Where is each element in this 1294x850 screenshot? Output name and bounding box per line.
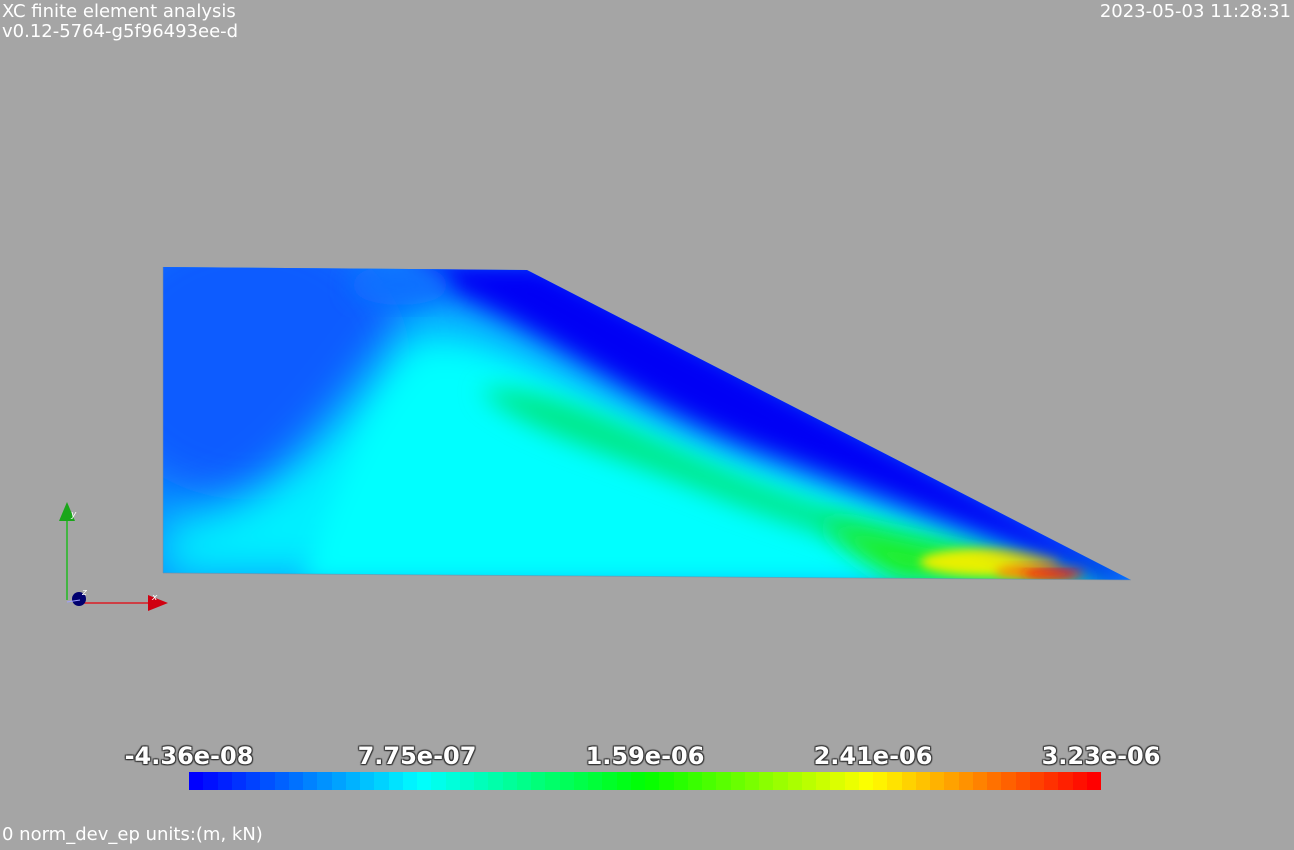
scalar-bar-swatch xyxy=(274,772,289,790)
scalar-bar-swatch xyxy=(801,772,816,790)
result-caption: 0 norm_dev_ep units:(m, kN) xyxy=(2,824,263,845)
scalar-bar-swatch xyxy=(630,772,645,790)
scalar-bar-swatch xyxy=(616,772,631,790)
scalar-bar-swatch xyxy=(303,772,318,790)
scalar-bar-swatch xyxy=(388,772,403,790)
scalar-bar-swatch xyxy=(930,772,945,790)
scalar-bar-swatch xyxy=(189,772,204,790)
x-axis-arrow-icon xyxy=(148,595,168,611)
scalar-bar-swatch xyxy=(673,772,688,790)
orientation-axes: y x z xyxy=(59,502,168,611)
scalar-bar-swatch xyxy=(787,772,802,790)
scalar-bar-label-4: 2.41e-06 xyxy=(813,742,933,770)
scalar-bar-swatch xyxy=(217,772,232,790)
y-axis-label: y xyxy=(70,510,77,520)
scalar-bar-swatch xyxy=(830,772,845,790)
scalar-bar-swatch xyxy=(887,772,902,790)
scalar-bar-swatch xyxy=(246,772,261,790)
scalar-bar-swatch xyxy=(858,772,873,790)
scalar-bar-swatch xyxy=(288,772,303,790)
scalar-bar-swatch xyxy=(345,772,360,790)
scalar-bar-swatch xyxy=(445,772,460,790)
scalar-bar-swatch xyxy=(659,772,674,790)
scalar-bar-swatch xyxy=(915,772,930,790)
scalar-bar-label-2: 7.75e-07 xyxy=(357,742,477,770)
scalar-bar xyxy=(189,772,1101,790)
scalar-bar-swatch xyxy=(716,772,731,790)
scalar-bar-swatch xyxy=(816,772,831,790)
scalar-bar-swatch xyxy=(1072,772,1087,790)
timestamp-label: 2023-05-03 11:28:31 xyxy=(1099,1,1291,22)
scalar-bar-swatch xyxy=(488,772,503,790)
scalar-bar-swatch xyxy=(531,772,546,790)
scalar-bar-swatch xyxy=(331,772,346,790)
scalar-bar-label-min: -4.36e-08 xyxy=(124,742,254,770)
scalar-bar-swatch xyxy=(474,772,489,790)
mesh-boundary xyxy=(162,267,1132,581)
contour-mesh xyxy=(163,267,1131,580)
scalar-bar-swatch xyxy=(431,772,446,790)
scalar-bar-label-max: 3.23e-06 xyxy=(1041,742,1161,770)
scalar-bar-swatch xyxy=(972,772,987,790)
scalar-bar-swatch xyxy=(901,772,916,790)
scalar-bar-swatch xyxy=(1015,772,1030,790)
scalar-bar-swatch xyxy=(317,772,332,790)
scalar-bar-swatch xyxy=(873,772,888,790)
z-axis-sphere-icon xyxy=(72,592,86,606)
scalar-bar-swatch xyxy=(573,772,588,790)
scalar-bar-swatch xyxy=(773,772,788,790)
scalar-bar-swatch xyxy=(1029,772,1044,790)
x-axis-label: x xyxy=(151,593,158,603)
scalar-bar-swatch xyxy=(702,772,717,790)
scalar-bar-swatch xyxy=(602,772,617,790)
scalar-bar-swatch xyxy=(958,772,973,790)
scalar-bar-swatch xyxy=(987,772,1002,790)
y-axis-arrow-icon xyxy=(59,502,75,521)
scalar-bar-swatch xyxy=(759,772,774,790)
app-title: XC finite element analysis xyxy=(2,1,236,22)
scalar-bar-swatch xyxy=(844,772,859,790)
scalar-bar-swatch xyxy=(459,772,474,790)
scalar-bar-swatch xyxy=(645,772,660,790)
scalar-bar-swatch xyxy=(260,772,275,790)
version-label: v0.12-5764-g5f96493ee-d xyxy=(2,21,239,42)
scalar-bar-swatch xyxy=(203,772,218,790)
scalar-bar-swatch xyxy=(1001,772,1016,790)
scalar-bar-swatch xyxy=(588,772,603,790)
scalar-bar-swatch xyxy=(374,772,389,790)
scalar-bar-swatch xyxy=(1086,772,1101,790)
scalar-bar-swatch xyxy=(516,772,531,790)
scalar-bar-swatch xyxy=(417,772,432,790)
scalar-bar-label-3: 1.59e-06 xyxy=(585,742,705,770)
scalar-bar-swatch xyxy=(545,772,560,790)
scalar-bar-swatch xyxy=(730,772,745,790)
scalar-bar-swatch xyxy=(559,772,574,790)
scalar-bar-swatch xyxy=(502,772,517,790)
scalar-bar-swatch xyxy=(1044,772,1059,790)
z-axis-label: z xyxy=(81,588,87,598)
scalar-bar-swatch xyxy=(360,772,375,790)
scalar-bar-swatch xyxy=(944,772,959,790)
scalar-bar-swatch xyxy=(402,772,417,790)
scalar-bar-swatch xyxy=(231,772,246,790)
scalar-bar-swatch xyxy=(687,772,702,790)
scalar-bar-swatch xyxy=(744,772,759,790)
scalar-bar-swatch xyxy=(1058,772,1073,790)
